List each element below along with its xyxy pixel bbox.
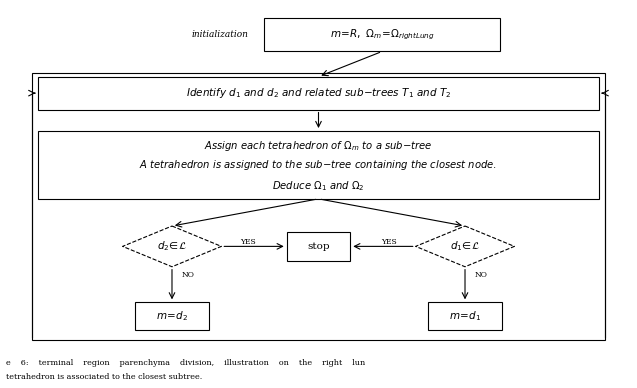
Text: initialization: initialization (192, 30, 248, 40)
Text: stop: stop (307, 242, 330, 251)
Text: tetrahedron is associated to the closest subtree.: tetrahedron is associated to the closest… (6, 373, 203, 381)
Text: $d_1\!\in\!\mathcal{L}$: $d_1\!\in\!\mathcal{L}$ (450, 239, 480, 253)
Text: $d_2\!\in\!\mathcal{L}$: $d_2\!\in\!\mathcal{L}$ (157, 239, 187, 253)
Text: $\mathit{Identify}\ d_1\ \mathit{and}\ d_2\ \mathit{and\ related\ sub{-}trees}\ : $\mathit{Identify}\ d_1\ \mathit{and}\ d… (186, 86, 451, 100)
Text: YES: YES (240, 238, 256, 246)
Bar (428, 302, 502, 330)
Bar (32, 73, 605, 340)
Text: $m\!=\!d_1$: $m\!=\!d_1$ (449, 309, 481, 323)
Text: $\mathit{A\ tetrahedron\ is\ assigned\ to\ the\ sub{-}tree\ containing\ the\ clo: $\mathit{A\ tetrahedron\ is\ assigned\ t… (140, 158, 497, 172)
Bar (38, 77, 599, 110)
Text: YES: YES (381, 238, 397, 246)
Bar (136, 302, 209, 330)
Bar (38, 131, 599, 199)
Text: $\mathit{Assign\ each\ tetrahedron\ of}\ \Omega_m\ \mathit{to\ a\ sub{-}tree}$: $\mathit{Assign\ each\ tetrahedron\ of}\… (204, 139, 433, 153)
Text: $\mathit{Deduce}\ \Omega_1\ \mathit{and}\ \Omega_2$: $\mathit{Deduce}\ \Omega_1\ \mathit{and}… (272, 179, 365, 193)
Text: NO: NO (475, 271, 487, 279)
Text: $m\!=\!R,\ \Omega_m\!=\!\Omega_{rightLung}$: $m\!=\!R,\ \Omega_m\!=\!\Omega_{rightLun… (330, 28, 434, 42)
Bar (264, 18, 500, 51)
Text: $m\!=\!d_2$: $m\!=\!d_2$ (156, 309, 188, 323)
Text: NO: NO (182, 271, 194, 279)
Bar (287, 232, 350, 261)
Text: e    6:    terminal    region    parenchyma    division,    illustration    on  : e 6: terminal region parenchyma division… (6, 359, 366, 367)
